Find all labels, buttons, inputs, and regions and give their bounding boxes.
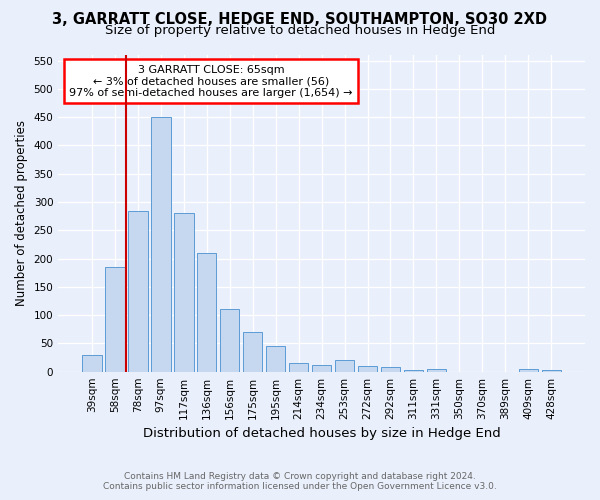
Text: Size of property relative to detached houses in Hedge End: Size of property relative to detached ho… bbox=[105, 24, 495, 37]
Bar bbox=[427, 369, 446, 372]
Bar bbox=[518, 369, 538, 372]
Text: 3, GARRATT CLOSE, HEDGE END, SOUTHAMPTON, SO30 2XD: 3, GARRATT CLOSE, HEDGE END, SOUTHAMPTON… bbox=[53, 12, 548, 28]
Bar bbox=[335, 360, 355, 372]
Bar bbox=[174, 214, 194, 372]
Bar bbox=[220, 310, 239, 372]
Bar bbox=[312, 365, 331, 372]
Bar bbox=[289, 363, 308, 372]
Bar bbox=[105, 267, 125, 372]
Bar bbox=[542, 370, 561, 372]
Bar bbox=[243, 332, 262, 372]
Text: Contains HM Land Registry data © Crown copyright and database right 2024.: Contains HM Land Registry data © Crown c… bbox=[124, 472, 476, 481]
Bar bbox=[404, 370, 423, 372]
Bar bbox=[266, 346, 286, 372]
Text: 3 GARRATT CLOSE: 65sqm
← 3% of detached houses are smaller (56)
97% of semi-deta: 3 GARRATT CLOSE: 65sqm ← 3% of detached … bbox=[69, 64, 353, 98]
X-axis label: Distribution of detached houses by size in Hedge End: Distribution of detached houses by size … bbox=[143, 427, 500, 440]
Text: Contains public sector information licensed under the Open Government Licence v3: Contains public sector information licen… bbox=[103, 482, 497, 491]
Bar bbox=[151, 117, 170, 372]
Bar bbox=[197, 253, 217, 372]
Bar bbox=[128, 210, 148, 372]
Bar bbox=[358, 366, 377, 372]
Bar bbox=[381, 367, 400, 372]
Y-axis label: Number of detached properties: Number of detached properties bbox=[15, 120, 28, 306]
Bar bbox=[82, 354, 101, 372]
